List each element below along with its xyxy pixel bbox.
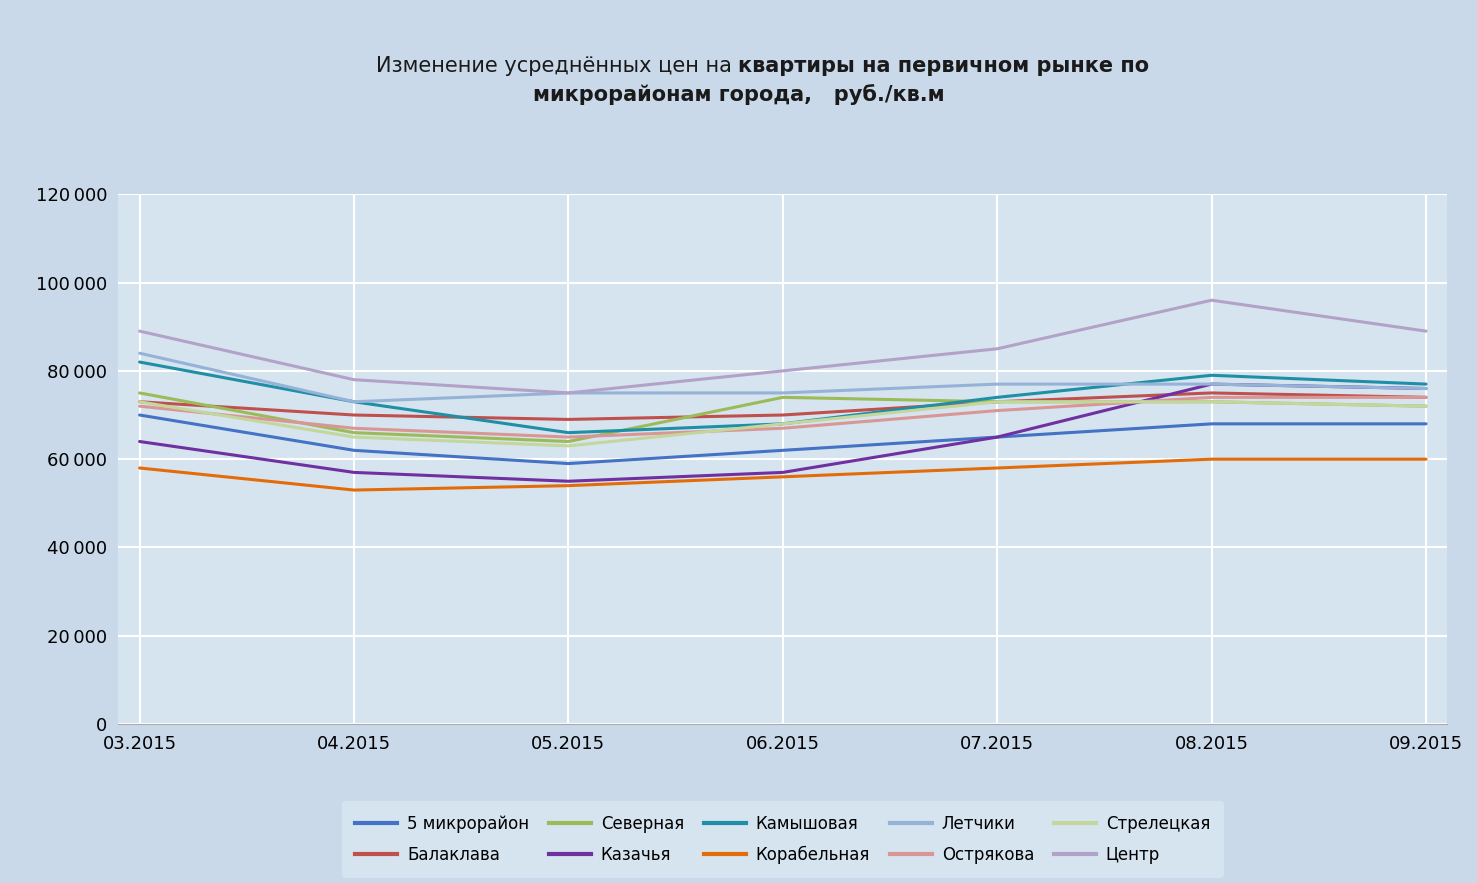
Text: Изменение усреднённых цен на: Изменение усреднённых цен на bbox=[377, 57, 738, 76]
Text: микрорайонам города,   руб./кв.м: микрорайонам города, руб./кв.м bbox=[533, 84, 944, 105]
Legend: 5 микрорайон, Балаклава, Северная, Казачья, Камышовая, Корабельная, Летчики, Ост: 5 микрорайон, Балаклава, Северная, Казач… bbox=[343, 801, 1223, 878]
Text: квартиры на первичном рынке по: квартиры на первичном рынке по bbox=[738, 57, 1149, 76]
